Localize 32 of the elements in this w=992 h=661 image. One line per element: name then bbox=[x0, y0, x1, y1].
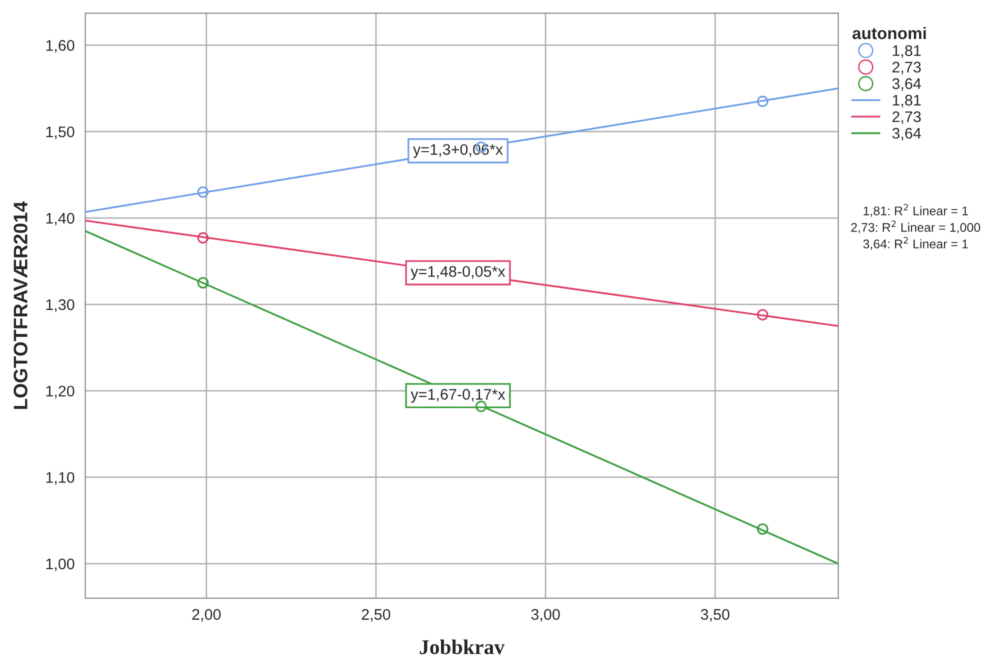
point bbox=[756, 523, 768, 535]
point bbox=[756, 309, 768, 320]
x-tick-label: 3,00 bbox=[531, 609, 560, 622]
y-tick-label: 1,10 bbox=[46, 472, 74, 485]
legend-title: autonomi bbox=[852, 26, 926, 40]
legend-label: 1,81 bbox=[892, 45, 921, 58]
legend-label: 1,81 bbox=[892, 94, 921, 108]
text: 3,64: R$^{2}$ Linear = 1 bbox=[863, 236, 968, 250]
legend-label: 3,64 bbox=[892, 128, 921, 140]
x-tick-label: 3,50 bbox=[700, 609, 730, 622]
annotation: y=1,3+0,06*x bbox=[413, 144, 503, 158]
legend-label: 3,64 bbox=[892, 78, 921, 91]
y-axis-title: LOGTOTFRAVÆR2014 bbox=[14, 201, 28, 409]
legend-label: 2,73 bbox=[892, 111, 921, 124]
y-tick-label: 1,30 bbox=[46, 299, 74, 312]
legend-label: 2,73 bbox=[892, 62, 921, 74]
y-tick-label: 1,60 bbox=[46, 40, 74, 53]
y-tick-label: 1,20 bbox=[46, 386, 74, 398]
x-axis-title: Jobbkrav bbox=[420, 640, 505, 654]
x-tick-label: 2,50 bbox=[362, 609, 390, 622]
annotation: y=1,67-0,17*x bbox=[410, 388, 506, 403]
y-tick-label: 1,50 bbox=[46, 126, 74, 140]
x-tick-label: 2,00 bbox=[192, 609, 221, 622]
y-tick-label: 1,00 bbox=[46, 558, 74, 572]
annotation: y=1,48-0,05*x bbox=[410, 266, 506, 280]
y-tick-label: 1,40 bbox=[46, 212, 74, 226]
point bbox=[756, 96, 768, 108]
point bbox=[197, 186, 209, 198]
point bbox=[197, 232, 209, 244]
point bbox=[197, 277, 209, 289]
text: 1,81: R$^{2}$ Linear = 1 bbox=[864, 204, 968, 217]
text: 2,73: R$^{2}$ Linear = 1,000 bbox=[851, 220, 980, 234]
